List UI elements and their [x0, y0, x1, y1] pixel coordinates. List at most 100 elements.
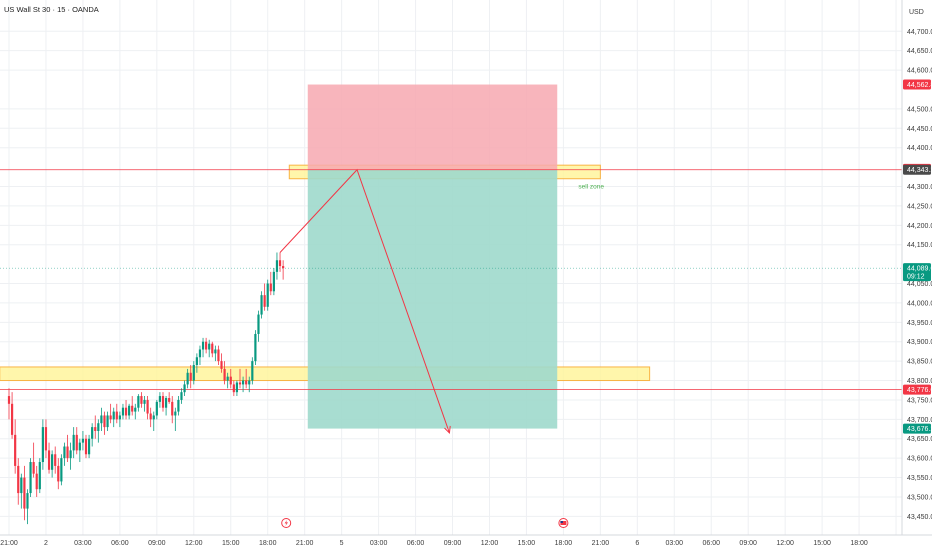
projection-path[interactable] [279, 168, 451, 435]
candle-body [121, 407, 125, 416]
y-tick-label: 44,150.0 [907, 242, 932, 249]
candle-body [134, 407, 137, 412]
price-tag-label: 43,776.6 [907, 387, 932, 394]
x-tick-label: 15:00 [813, 540, 831, 547]
candle-body [17, 465, 20, 494]
candle-body [81, 438, 85, 443]
path-line[interactable] [279, 168, 450, 434]
candle-body [109, 415, 112, 420]
price-tag-countdown: 09:12 [907, 274, 925, 281]
candle-body [103, 415, 106, 428]
candle-body [164, 398, 168, 408]
flag-canton [560, 521, 563, 523]
x-tick-label: 21:00 [296, 540, 314, 547]
y-tick-label: 44,050.0 [907, 281, 932, 288]
candle-body [10, 403, 14, 435]
candle-body [161, 396, 165, 408]
candle-body [226, 376, 229, 381]
candle-body [257, 314, 260, 334]
candle-body [251, 361, 254, 381]
candle-body [241, 380, 245, 385]
candle-body [223, 368, 226, 381]
event-markers[interactable] [281, 518, 569, 528]
candle-body [155, 401, 158, 416]
risk-area[interactable] [307, 84, 558, 170]
candle-body [87, 438, 91, 455]
candle-body [57, 465, 60, 482]
candle-body [29, 462, 32, 494]
candle-body [177, 399, 180, 412]
candle-body [35, 473, 38, 490]
candle-body [195, 357, 198, 366]
y-tick-label: 43,650.0 [907, 436, 932, 443]
price-tag [903, 384, 931, 395]
candle-body [128, 405, 131, 416]
candle-body [217, 349, 220, 362]
candle-body [38, 462, 41, 490]
x-tick-label: 09:00 [148, 540, 166, 547]
candle-body [124, 407, 128, 416]
candle-body [174, 411, 177, 416]
candle-body [66, 446, 69, 459]
x-tick-label: 15:00 [222, 540, 240, 547]
y-tick-label: 44,600.0 [907, 68, 932, 75]
candle-body [278, 260, 282, 267]
candle-body [245, 380, 248, 385]
candle-body [106, 415, 109, 428]
candle-body [189, 372, 192, 381]
candle-body [254, 333, 257, 362]
candle-body [269, 283, 272, 292]
position-tool[interactable] [307, 84, 558, 429]
time-axis[interactable]: 21:00 2 03:00 06:00 09:00 12:00 15:00 18:00 21:0… [0, 534, 932, 550]
y-tick-label: 43,850.0 [907, 359, 932, 366]
candle-body [118, 415, 121, 420]
candle-body [275, 260, 279, 272]
candle-body [137, 396, 140, 408]
x-tick-label: 18:00 [259, 540, 277, 547]
y-tick-label: 43,700.0 [907, 417, 932, 424]
arrow-head [444, 425, 451, 435]
price-tag [903, 79, 931, 90]
y-tick-label: 44,300.0 [907, 184, 932, 191]
candle-body [44, 427, 48, 451]
candle-body [266, 283, 269, 307]
chart-title: US Wall St 30 · 15 · OANDA [4, 5, 99, 14]
candle-body [282, 266, 285, 269]
candle-body [100, 415, 103, 424]
candle-body [186, 372, 189, 385]
candle-body [168, 398, 171, 402]
candle-body [60, 458, 63, 482]
candle-body [192, 365, 195, 381]
candle-body [263, 295, 266, 307]
candle-body [149, 413, 152, 420]
candle-body [32, 462, 35, 474]
x-tick-label: 12:00 [481, 540, 499, 547]
x-tick-label: 03:00 [74, 540, 92, 547]
x-tick-label: 5 [340, 540, 344, 547]
x-tick-label: 06:00 [407, 540, 425, 547]
y-tick-label: 44,500.0 [907, 106, 932, 113]
y-tick-label: 43,600.0 [907, 456, 932, 463]
price-tag-label: 44,562.8 [907, 82, 932, 89]
candle-body [91, 427, 94, 439]
y-tick-label: 44,650.0 [907, 48, 932, 55]
candle-body [183, 384, 186, 393]
y-tick-label: 43,500.0 [907, 494, 932, 501]
y-tick-label: 43,450.0 [907, 514, 932, 521]
currency-label[interactable]: USD [909, 9, 924, 16]
horizontal-lines [0, 169, 902, 391]
candle-body [7, 396, 11, 404]
candle-body [211, 343, 214, 354]
candle-body [94, 427, 97, 431]
x-tick-label: 12:00 [185, 540, 203, 547]
time-axis-bg [0, 535, 932, 550]
candle-body [23, 477, 26, 509]
x-tick-label: 03:00 [666, 540, 684, 547]
y-tick-label: 43,950.0 [907, 320, 932, 327]
candle-body [232, 384, 235, 393]
candle-body [198, 349, 202, 358]
price-tag [903, 164, 931, 175]
candle-body [69, 450, 72, 459]
